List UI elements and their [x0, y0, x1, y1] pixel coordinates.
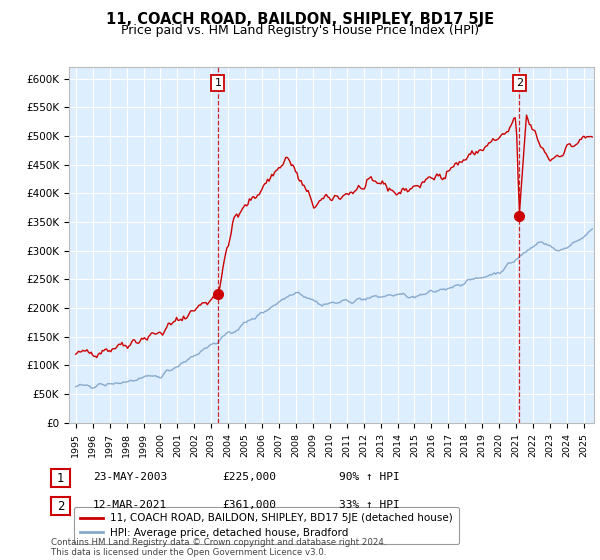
Text: 11, COACH ROAD, BAILDON, SHIPLEY, BD17 5JE: 11, COACH ROAD, BAILDON, SHIPLEY, BD17 5… — [106, 12, 494, 27]
Text: 90% ↑ HPI: 90% ↑ HPI — [339, 472, 400, 482]
Text: 1: 1 — [57, 472, 64, 485]
Legend: 11, COACH ROAD, BAILDON, SHIPLEY, BD17 5JE (detached house), HPI: Average price,: 11, COACH ROAD, BAILDON, SHIPLEY, BD17 5… — [74, 507, 458, 544]
Text: 33% ↑ HPI: 33% ↑ HPI — [339, 500, 400, 510]
Text: 23-MAY-2003: 23-MAY-2003 — [93, 472, 167, 482]
Text: 2: 2 — [516, 78, 523, 88]
Text: £225,000: £225,000 — [222, 472, 276, 482]
Text: Contains HM Land Registry data © Crown copyright and database right 2024.
This d: Contains HM Land Registry data © Crown c… — [51, 538, 386, 557]
Text: Price paid vs. HM Land Registry's House Price Index (HPI): Price paid vs. HM Land Registry's House … — [121, 24, 479, 37]
Text: 2: 2 — [57, 500, 64, 513]
Text: 1: 1 — [214, 78, 221, 88]
Text: £361,000: £361,000 — [222, 500, 276, 510]
Text: 12-MAR-2021: 12-MAR-2021 — [93, 500, 167, 510]
